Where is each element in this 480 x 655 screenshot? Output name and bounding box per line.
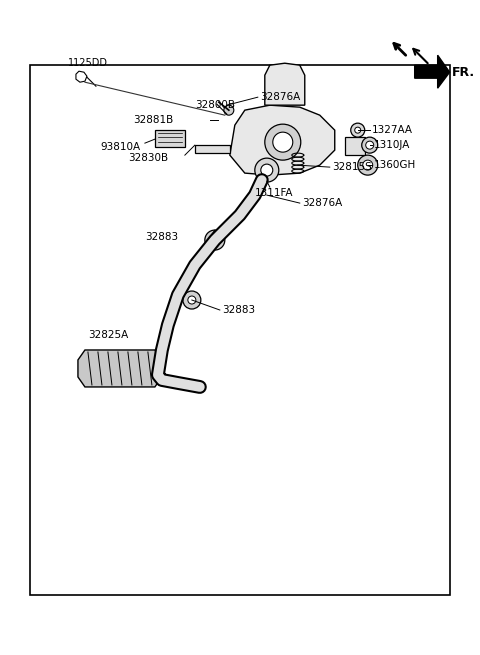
Circle shape [224, 105, 234, 115]
Text: 1327AA: 1327AA [372, 125, 413, 135]
Circle shape [358, 155, 378, 175]
Polygon shape [78, 350, 162, 387]
Circle shape [355, 127, 361, 133]
Text: 32825A: 32825A [88, 330, 128, 340]
Circle shape [366, 141, 374, 149]
Circle shape [363, 160, 372, 170]
Circle shape [351, 123, 365, 137]
Bar [30, 66, 450, 595]
Polygon shape [415, 55, 450, 88]
Text: 1311FA: 1311FA [255, 188, 293, 198]
Text: 1310JA: 1310JA [374, 140, 410, 150]
Text: 32815S: 32815S [332, 162, 372, 172]
Circle shape [261, 164, 273, 176]
Circle shape [205, 230, 225, 250]
Polygon shape [345, 137, 365, 155]
Text: 32883: 32883 [145, 232, 178, 242]
Text: 32800B: 32800B [195, 100, 235, 110]
Polygon shape [195, 145, 230, 153]
Text: 1125DD: 1125DD [68, 58, 108, 68]
Text: 1360GH: 1360GH [374, 160, 416, 170]
Circle shape [210, 235, 220, 245]
Circle shape [265, 124, 301, 160]
Polygon shape [230, 105, 335, 175]
Text: FR.: FR. [452, 66, 475, 79]
Text: 32883: 32883 [222, 305, 255, 315]
Circle shape [273, 132, 293, 152]
Text: 32876A: 32876A [260, 92, 300, 102]
Polygon shape [265, 63, 305, 105]
Circle shape [362, 137, 378, 153]
Circle shape [255, 158, 279, 182]
Circle shape [188, 296, 196, 304]
Text: 93810A: 93810A [100, 142, 140, 152]
Text: 32876A: 32876A [302, 198, 342, 208]
Text: 32830B: 32830B [128, 153, 168, 163]
Text: 32881B: 32881B [133, 115, 173, 125]
Circle shape [183, 291, 201, 309]
Polygon shape [155, 130, 185, 147]
